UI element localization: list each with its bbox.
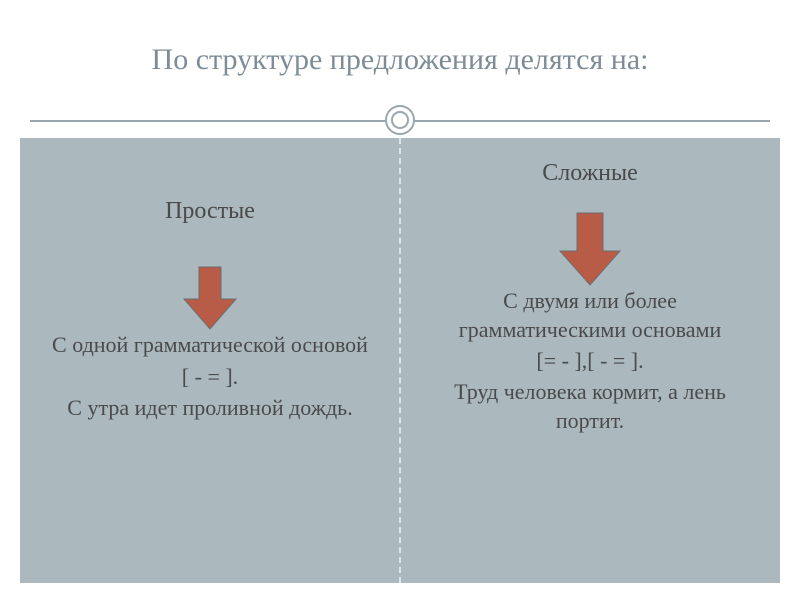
heading-complex: Сложные (400, 160, 780, 187)
desc-complex: С двумя или более грамматическими основа… (400, 287, 780, 344)
slide-title: По структуре предложения делятся на: (152, 43, 649, 77)
heading-simple: Простые (20, 198, 400, 225)
down-arrow-icon (182, 265, 238, 331)
example-simple: С утра идет проливной дождь. (20, 394, 400, 423)
column-complex: Сложные С двумя или более грамматическим… (400, 138, 780, 583)
arrow-wrap-right (400, 211, 780, 287)
schema-complex: [= - ],[ - = ]. (400, 348, 780, 374)
column-simple: Простые С одной грамматической основой [… (20, 138, 400, 583)
desc-simple: С одной грамматической основой (20, 331, 400, 360)
example-complex: Труд человека кормит, а лень портит. (400, 378, 780, 435)
schema-simple: [ - = ]. (20, 364, 400, 390)
slide: По структуре предложения делятся на: Про… (0, 0, 800, 600)
down-arrow-icon (558, 211, 622, 287)
title-area: По структуре предложения делятся на: (0, 0, 800, 120)
arrow-wrap-left (20, 265, 400, 331)
divider-circle-inner-icon (391, 111, 409, 129)
